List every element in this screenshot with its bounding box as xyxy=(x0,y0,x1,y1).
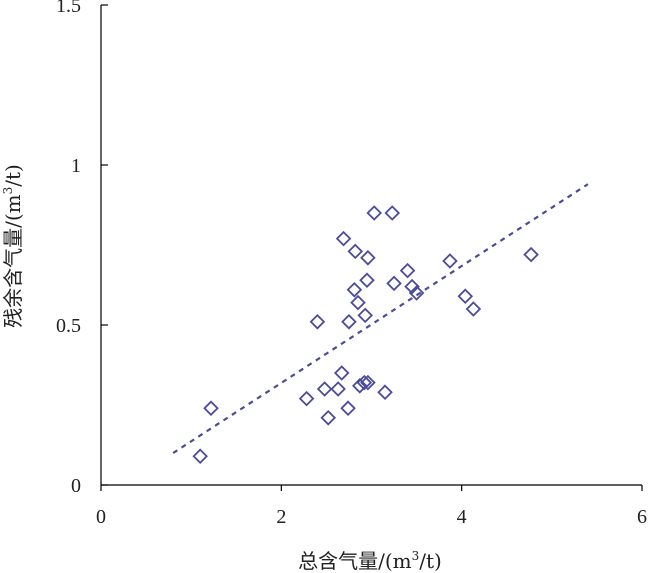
x-axis-label-superscript: 3 xyxy=(412,549,420,563)
y-tick-label: 1.5 xyxy=(56,0,81,17)
data-point xyxy=(404,278,420,295)
x-tick-label: 0 xyxy=(96,506,106,528)
y-tick-label: 0.5 xyxy=(56,315,81,337)
data-point xyxy=(399,262,416,279)
data-point xyxy=(377,384,393,400)
data-point xyxy=(309,314,326,330)
data-point xyxy=(298,390,315,407)
x-tick-label: 6 xyxy=(637,506,647,528)
data-point xyxy=(346,282,363,298)
data-point xyxy=(340,400,356,416)
x-axis-label: 总含气量/(m3/t) xyxy=(298,549,442,573)
data-point xyxy=(335,230,352,247)
trendline-group xyxy=(172,183,589,454)
data-point xyxy=(442,253,458,269)
data-point xyxy=(203,400,219,416)
data-point xyxy=(192,448,208,464)
y-axis-label-superscript: 3 xyxy=(1,187,15,195)
data-point xyxy=(457,288,474,304)
points-group xyxy=(192,205,539,464)
data-point xyxy=(386,275,402,292)
ticks: 0 2 4 6 0 0.5 1 1.5 xyxy=(56,0,647,528)
y-axis-label: 残余含气量/(m3/t) xyxy=(1,164,25,328)
data-point xyxy=(333,365,350,381)
data-point xyxy=(366,205,382,221)
x-tick-label: 2 xyxy=(276,506,286,528)
data-point xyxy=(320,410,336,426)
data-point xyxy=(356,374,373,391)
data-point xyxy=(360,374,376,391)
data-point xyxy=(357,307,373,324)
data-point xyxy=(352,378,368,394)
data-point xyxy=(330,381,346,397)
data-point xyxy=(523,246,539,263)
y-tick-label: 1 xyxy=(71,155,81,177)
data-point xyxy=(350,294,366,311)
data-point xyxy=(465,301,482,317)
data-point xyxy=(316,381,333,397)
data-point xyxy=(408,285,425,301)
data-point xyxy=(360,250,376,266)
data-point xyxy=(384,205,401,221)
x-tick-label: 4 xyxy=(457,506,467,528)
trendline xyxy=(172,183,589,454)
y-tick-label: 0 xyxy=(71,475,81,497)
axes xyxy=(100,5,642,486)
data-point xyxy=(347,243,364,260)
data-point xyxy=(341,314,357,330)
data-point xyxy=(359,272,375,288)
